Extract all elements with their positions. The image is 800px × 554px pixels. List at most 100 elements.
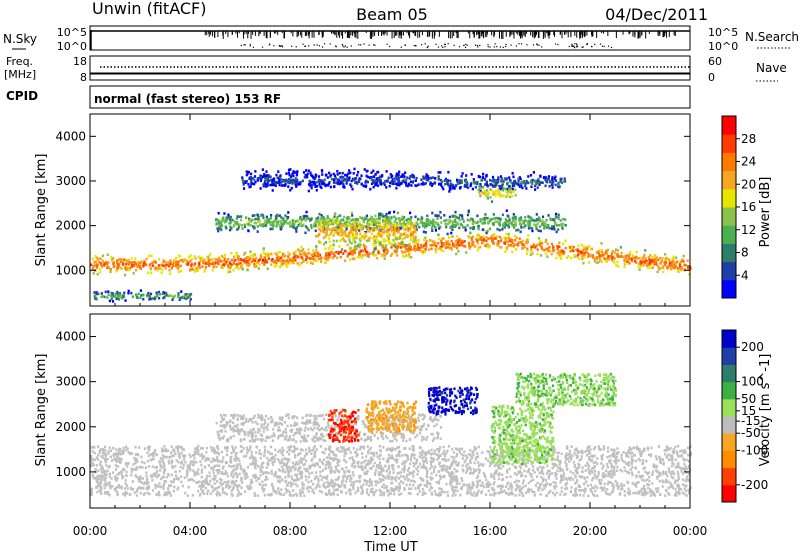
- power-cell: [666, 257, 669, 261]
- velocity-cell: [379, 464, 383, 468]
- power-cell: [476, 182, 479, 186]
- power-cell: [324, 255, 328, 259]
- power-cell: [409, 175, 412, 178]
- power-cell: [485, 188, 489, 192]
- velocity-cell: [669, 481, 672, 485]
- power-cell: [223, 253, 227, 257]
- velocity-cell: [451, 488, 454, 492]
- power-cell: [395, 172, 398, 176]
- power-cell: [382, 249, 386, 252]
- power-cell: [265, 185, 268, 188]
- power-cell: [186, 296, 190, 299]
- power-cell: [373, 254, 376, 257]
- power-cell: [394, 237, 397, 241]
- power-cell: [407, 217, 410, 221]
- velocity-cell: [422, 459, 425, 463]
- velocity-cell: [217, 485, 221, 489]
- power-cell: [391, 182, 394, 185]
- power-cell: [220, 220, 223, 224]
- velocity-cell: [293, 450, 296, 453]
- power-cell: [109, 268, 112, 271]
- velocity-cell: [197, 444, 200, 448]
- power-cell: [95, 292, 98, 296]
- velocity-cell: [596, 486, 599, 489]
- velocity-cell: [447, 444, 451, 448]
- power-cell: [368, 226, 372, 230]
- power-cell: [334, 226, 337, 230]
- power-cell: [655, 259, 658, 262]
- power-cell: [342, 238, 346, 242]
- power-cell: [412, 240, 415, 244]
- power-cell: [243, 253, 246, 256]
- nsearch-dot: [313, 44, 315, 46]
- power-cell: [337, 251, 340, 254]
- power-cell: [247, 183, 250, 186]
- power-cell: [316, 180, 319, 184]
- power-cell: [190, 262, 193, 266]
- power-cell: [457, 216, 460, 220]
- power-cell: [299, 217, 302, 221]
- power-cell: [356, 218, 359, 222]
- power-cell: [354, 234, 357, 238]
- velocity-cell: [393, 458, 397, 462]
- velocity-cell: [585, 453, 589, 457]
- power-cell: [536, 186, 539, 189]
- power-cell: [460, 223, 463, 227]
- velocity-cell: [377, 466, 381, 470]
- power-cell: [329, 228, 332, 232]
- power-cell: [247, 223, 250, 227]
- nsearch-dot: [420, 44, 423, 46]
- power-cell: [364, 179, 368, 183]
- velocity-cell: [586, 446, 589, 450]
- power-cell: [220, 219, 224, 222]
- power-cell: [405, 183, 408, 187]
- power-cell: [228, 264, 232, 268]
- power-cell: [218, 258, 221, 261]
- power-cell: [506, 181, 509, 185]
- power-cell: [436, 247, 439, 251]
- power-cell: [196, 266, 199, 270]
- power-cell: [408, 255, 411, 258]
- power-cell: [517, 183, 520, 187]
- power-cell: [93, 291, 96, 294]
- velocity-cell: [647, 453, 651, 457]
- power-cell: [324, 174, 327, 177]
- power-cell: [302, 171, 306, 174]
- power-cell: [330, 177, 334, 181]
- power-cell: [272, 177, 276, 181]
- power-cell: [120, 258, 123, 261]
- power-cell: [584, 247, 587, 250]
- velocity-cell: [477, 474, 480, 478]
- power-cell: [540, 241, 544, 245]
- power-cell: [458, 213, 462, 217]
- power-cell: [648, 261, 651, 265]
- velocity-cell: [676, 483, 679, 487]
- velocity-cell: [280, 465, 284, 469]
- power-cell: [413, 249, 416, 252]
- velocity-cell: [200, 471, 203, 474]
- power-cell: [291, 259, 294, 263]
- power-cell: [511, 194, 514, 198]
- power-cell: [320, 218, 323, 221]
- velocity-cell: [406, 479, 410, 482]
- velocity-cell: [197, 472, 200, 476]
- velocity-cell: [634, 491, 637, 495]
- power-cell: [513, 243, 516, 246]
- power-cell: [352, 172, 355, 175]
- power-cell: [478, 234, 481, 238]
- power-cell: [477, 188, 480, 192]
- power-cell: [560, 223, 563, 226]
- power-cell: [483, 189, 486, 193]
- velocity-cell: [569, 456, 573, 460]
- velocity-cell: [391, 466, 394, 470]
- power-cell: [575, 248, 578, 252]
- power-cell: [143, 261, 146, 265]
- power-cell: [499, 217, 502, 221]
- power-cell: [276, 251, 280, 255]
- velocity-cell: [165, 475, 168, 479]
- power-cell: [336, 225, 339, 229]
- power-cell: [393, 210, 396, 214]
- velocity-cell: [438, 487, 441, 490]
- power-cell: [202, 261, 205, 265]
- power-cell: [397, 230, 400, 234]
